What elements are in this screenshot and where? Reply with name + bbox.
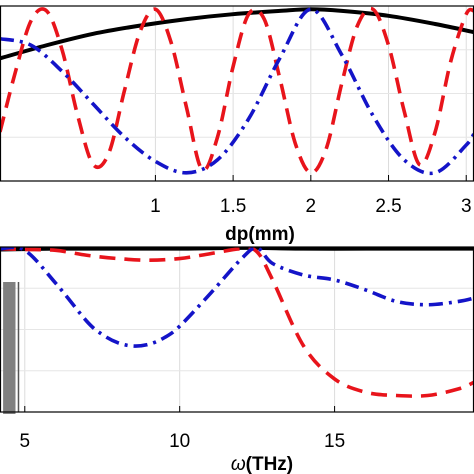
series-line-solid (0, 7, 474, 61)
x-tick-label: 1 (150, 196, 161, 217)
x-tick-label: 3 (461, 196, 472, 217)
series-line-dashdot (0, 7, 474, 176)
x-axis-label: dp(mm) (225, 224, 295, 245)
x-axis-label: ω(THz) (231, 454, 293, 474)
bottom-chart: 5 10 15 ω(THz) (0, 246, 474, 474)
x-tick-label: 10 (169, 431, 190, 452)
series-line-solid (0, 247, 474, 252)
x-tick-label: 5 (19, 431, 30, 452)
series-line-dashdot (0, 247, 474, 348)
x-tick-label: 2.5 (375, 196, 401, 217)
series-line-dash (0, 247, 474, 398)
shaded-band (3, 282, 16, 414)
x-tick-label: 15 (324, 431, 345, 452)
x-tick-label: 1.5 (220, 196, 246, 217)
x-tick-label: 2 (306, 196, 317, 217)
top-chart: 1 1.5 2 2.5 3 dp(mm) (0, 5, 474, 245)
series-line-dash (0, 6, 474, 175)
